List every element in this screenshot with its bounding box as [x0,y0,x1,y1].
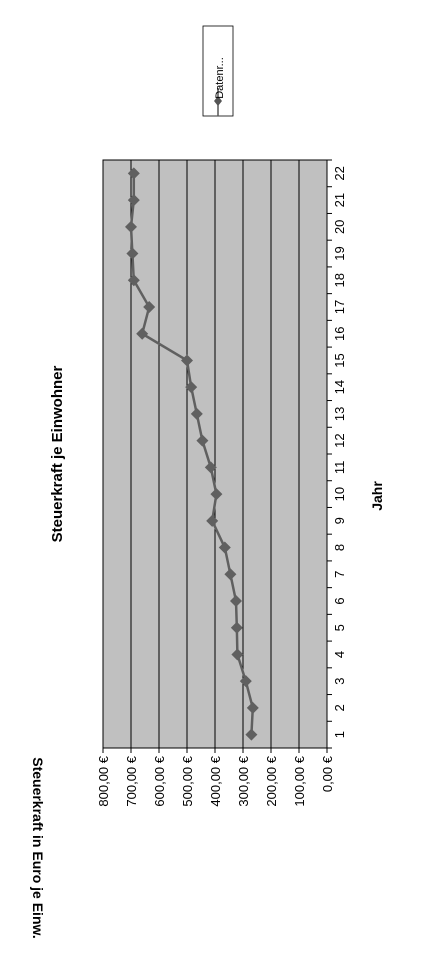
category-tick-label: 13 [332,407,347,421]
series-layer [125,167,259,741]
value-tick-label: 0,00 € [320,755,335,792]
data-point [127,167,140,180]
legend-label: Datenr... [214,57,226,99]
data-point [230,621,243,634]
category-tick-label: 11 [332,461,347,475]
data-point [210,488,223,501]
category-tick-label: 10 [332,487,347,501]
category-tick-label: 19 [332,246,347,260]
data-point [206,514,219,527]
data-point [143,301,156,313]
category-tick-label: 16 [332,326,347,340]
data-point [230,595,242,607]
data-point [224,568,237,581]
category-tick-label: 12 [332,433,347,447]
category-tick-label: 17 [332,300,347,314]
data-point [245,728,258,741]
data-point [196,434,209,447]
data-point [125,220,137,233]
value-tick-label: 800,00 € [96,755,111,806]
data-point [185,381,198,394]
category-tick-label: 4 [332,651,347,658]
chart-title: Steuerkraft je Einwohner [49,365,66,542]
value-tick-label: 500,00 € [180,755,195,806]
category-tick-label: 21 [332,193,347,207]
value-tick-label: 400,00 € [208,755,223,806]
x-axis-label: Jahr [369,481,385,511]
category-tick-label: 20 [332,220,347,234]
legend-marker [214,96,222,106]
data-point [136,327,149,340]
series-line [129,173,255,735]
category-tick-label: 22 [332,166,347,180]
value-tick-label: 200,00 € [264,755,279,806]
data-point [218,541,231,554]
data-point [190,407,203,420]
value-tick-label: 700,00 € [124,755,139,806]
value-axis: 0,00 € 100,00 € 200,00 € 300,00 € 400,00 € 50… [96,748,335,807]
category-tick-label: 8 [332,544,347,551]
category-tick-label: 1 [332,731,347,738]
data-point [246,701,259,714]
data-point [239,675,252,688]
category-tick-label: 9 [332,517,347,524]
data-point [127,274,140,287]
category-tick-label: 14 [332,380,347,394]
category-tick-label: 18 [332,273,347,287]
category-tick-label: 7 [332,571,347,578]
category-tick-label: 5 [332,624,347,631]
data-point [204,461,217,474]
data-point [231,648,244,661]
category-tick-label: 6 [332,597,347,604]
gridlines [130,160,300,748]
data-point [181,354,193,367]
legend: Datenr... [202,25,234,117]
value-tick-label: 300,00 € [236,755,251,806]
y-axis-label: Steuerkraft in Euro je Einw. [30,757,46,939]
category-tick-label: 3 [332,678,347,685]
category-tick-label: 2 [332,704,347,711]
value-tick-label: 100,00 € [292,755,307,806]
data-point [127,194,140,207]
value-tick-label: 600,00 € [152,755,167,806]
data-point [126,247,139,260]
category-tick-label: 15 [332,353,347,367]
